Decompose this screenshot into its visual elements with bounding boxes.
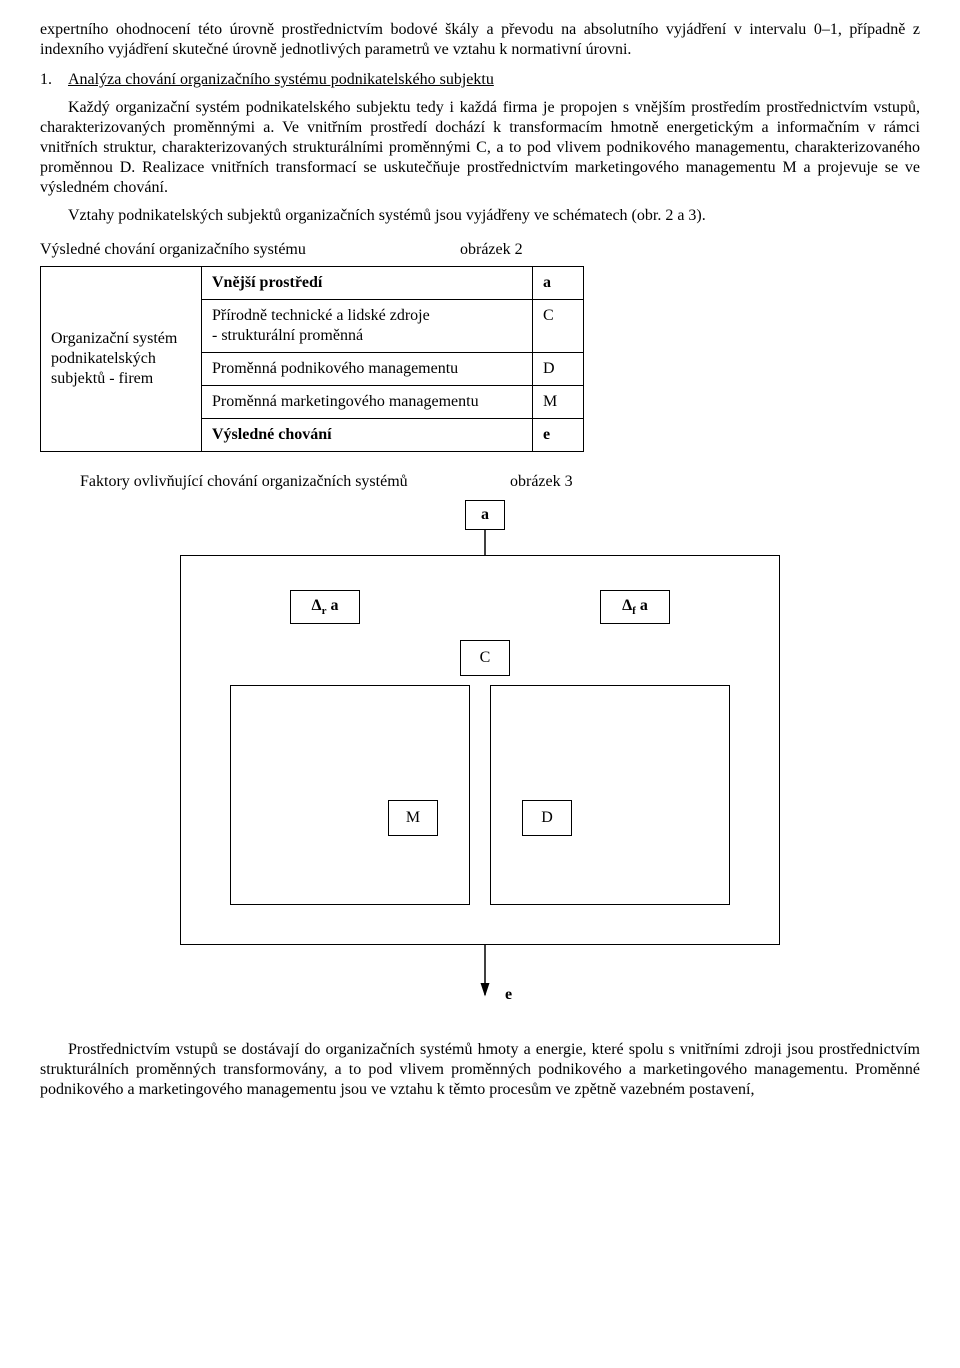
figure2-ref: obrázek 2 xyxy=(460,240,523,260)
closing-paragraph: Prostřednictvím vstupů se dostávají do o… xyxy=(40,1040,920,1100)
table-label: Vnější prostředí xyxy=(202,267,533,300)
figure2-caption: Výsledné chování organizačního systému o… xyxy=(40,240,920,260)
diagram-label-delta-f: Δf a xyxy=(600,590,670,624)
table-symbol: D xyxy=(533,353,584,386)
body-paragraph-1: Každý organizační systém podnikatelského… xyxy=(40,98,920,198)
table-symbol: e xyxy=(533,419,584,452)
section-number: 1. xyxy=(40,70,68,90)
table-label: Proměnná podnikového managementu xyxy=(202,353,533,386)
table-label: Proměnná marketingového managementu xyxy=(202,386,533,419)
diagram-label-a: a xyxy=(465,500,505,530)
diagram-node-d: D xyxy=(522,800,572,836)
table-symbol: C xyxy=(533,300,584,353)
figure3-caption: Faktory ovlivňující chování organizačníc… xyxy=(80,472,920,492)
figure2-table: Organizační systém podnikatelských subje… xyxy=(40,266,920,452)
diagram-node-m: M xyxy=(388,800,438,836)
diagram-node-c: C xyxy=(460,640,510,676)
figure3-ref: obrázek 3 xyxy=(510,472,573,492)
section-title: Analýza chování organizačního systému po… xyxy=(68,70,494,90)
diagram-label-e: e xyxy=(505,985,512,1005)
table-label: Výsledné chování xyxy=(202,419,533,452)
table-label: Přírodně technické a lidské zdroje- stru… xyxy=(202,300,533,353)
table-col1: Organizační systém podnikatelských subje… xyxy=(41,267,202,452)
intro-paragraph: expertního ohodnocení této úrovně prostř… xyxy=(40,20,920,60)
figure3-diagram: a Δr a Δf a C M D e xyxy=(160,500,800,1020)
figure3-title: Faktory ovlivňující chování organizačníc… xyxy=(80,472,510,492)
table-symbol: a xyxy=(533,267,584,300)
diagram-inner-left xyxy=(230,685,470,905)
diagram-label-delta-r: Δr a xyxy=(290,590,360,624)
body-paragraph-2: Vztahy podnikatelských subjektů organiza… xyxy=(40,206,920,226)
table-symbol: M xyxy=(533,386,584,419)
figure2-title: Výsledné chování organizačního systému xyxy=(40,240,460,260)
diagram-inner-right xyxy=(490,685,730,905)
section-heading: 1. Analýza chování organizačního systému… xyxy=(40,70,920,90)
